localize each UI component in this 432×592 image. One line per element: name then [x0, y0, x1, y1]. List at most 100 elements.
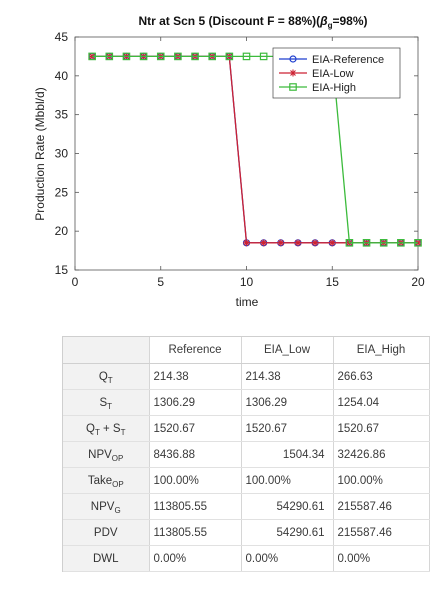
- row-label-sub: G: [114, 505, 121, 515]
- data-point: [105, 52, 114, 61]
- table-cell: 215587.46: [333, 519, 430, 546]
- chart-title-suffix: =98%): [333, 14, 368, 28]
- x-axis-label: time: [236, 295, 259, 309]
- data-point: [259, 52, 268, 61]
- table-cell: 215587.46: [333, 493, 430, 520]
- row-label: Q: [85, 422, 95, 435]
- table-cell: 100.00%: [333, 467, 430, 494]
- data-point: [174, 52, 182, 61]
- row-header: ST: [63, 389, 150, 416]
- data-point: [414, 239, 422, 247]
- x-tick-label: 15: [326, 275, 340, 289]
- row-label: Take: [87, 474, 113, 487]
- row-header: QT: [63, 363, 150, 390]
- row-header: QT + ST: [63, 415, 150, 442]
- row-label: NPV: [90, 500, 115, 513]
- row-label-sub: T: [120, 427, 126, 437]
- legend-label: EIA-Reference: [312, 54, 384, 66]
- y-axis-label: Production Rate (Mbbl/d): [33, 87, 47, 220]
- x-tick-label: 20: [411, 275, 425, 289]
- row-label-extra: + S: [99, 422, 121, 435]
- data-point: [88, 52, 96, 60]
- table-cell: 100.00%: [149, 467, 242, 494]
- table-row: QT + ST 1520.67 1520.67 1520.67: [63, 415, 430, 442]
- table-cell: 266.63: [333, 363, 430, 390]
- table-cell: 54290.61: [241, 493, 334, 520]
- data-point: [122, 52, 131, 61]
- data-point: [156, 52, 165, 61]
- table-cell: 214.38: [149, 363, 242, 390]
- legend-label: EIA-Low: [312, 68, 354, 80]
- results-table: Reference EIA_Low EIA_High QT 214.38 214…: [63, 337, 430, 572]
- table-corner-cell: [63, 337, 150, 364]
- chart-title: Ntr at Scn 5 (Discount F = 88%)(βg=98%): [138, 14, 367, 30]
- row-header: TakeOP: [63, 467, 150, 494]
- table-cell: 8436.88: [149, 441, 242, 468]
- table-row: DWL 0.00% 0.00% 0.00%: [63, 545, 430, 572]
- row-header: NPVG: [63, 493, 150, 520]
- chart-title-sub: g: [328, 21, 333, 30]
- data-point: [379, 239, 388, 247]
- legend-marker: [289, 83, 297, 91]
- table-row: QT 214.38 214.38 266.63: [63, 363, 430, 390]
- axis-ticks: 0 5 10 15 20 15 20 25 30 35 40 45: [55, 30, 425, 289]
- column-header: EIA_Low: [241, 337, 334, 364]
- x-tick-label: 10: [240, 275, 254, 289]
- table-cell: 214.38: [241, 363, 334, 390]
- table-cell: 0.00%: [241, 545, 334, 572]
- y-tick-label: 20: [55, 224, 69, 238]
- table-cell: 1504.34: [241, 441, 334, 468]
- table-cell: 1306.29: [149, 389, 242, 416]
- y-tick-label: 40: [55, 69, 69, 83]
- data-point: [225, 52, 234, 61]
- column-header: EIA_High: [333, 337, 430, 364]
- chart-title-greek: β: [319, 14, 328, 28]
- data-point: [139, 52, 148, 61]
- production-rate-chart: Ntr at Scn 5 (Discount F = 88%)(βg=98%) …: [33, 14, 425, 309]
- table-row: NPVG 113805.55 54290.61 215587.46: [63, 493, 430, 520]
- data-point: [397, 239, 405, 247]
- row-label-sub: T: [107, 375, 113, 385]
- table-cell: 32426.86: [333, 441, 430, 468]
- data-point: [208, 52, 217, 61]
- chart-svg: Ntr at Scn 5 (Discount F = 88%)(βg=98%) …: [33, 14, 425, 309]
- x-tick-label: 0: [72, 275, 79, 289]
- data-point: [242, 52, 251, 61]
- table-cell: 1254.04: [333, 389, 430, 416]
- table-row: PDV 113805.55 54290.61 215587.46: [63, 519, 430, 546]
- data-point: [191, 52, 199, 61]
- row-header: PDV: [63, 519, 150, 546]
- row-label: PDV: [93, 526, 118, 539]
- table-cell: 1306.29: [241, 389, 334, 416]
- table-row: ST 1306.29 1306.29 1254.04: [63, 389, 430, 416]
- data-point: [328, 239, 336, 247]
- data-point: [243, 239, 250, 247]
- results-table-panel: Reference EIA_Low EIA_High QT 214.38 214…: [62, 336, 430, 572]
- table-cell: 100.00%: [241, 467, 334, 494]
- row-label-sub: OP: [112, 479, 124, 489]
- row-label-sub: OP: [111, 453, 124, 463]
- column-header: Reference: [149, 337, 242, 364]
- legend-label: EIA-High: [312, 82, 356, 94]
- row-label: Q: [98, 370, 108, 383]
- table-cell: 1520.67: [149, 415, 242, 442]
- table-row: NPVOP 8436.88 1504.34 32426.86: [63, 441, 430, 468]
- row-label-sub: T: [107, 401, 113, 411]
- data-point: [311, 239, 319, 247]
- table-cell: 54290.61: [241, 519, 334, 546]
- data-point: [294, 239, 302, 247]
- data-point: [277, 239, 285, 247]
- x-tick-label: 5: [157, 275, 164, 289]
- y-tick-label: 35: [55, 108, 69, 122]
- legend-marker: [289, 55, 297, 63]
- row-label: NPV: [88, 448, 112, 461]
- data-point: [362, 239, 371, 247]
- table-row: TakeOP 100.00% 100.00% 100.00%: [63, 467, 430, 494]
- row-header: DWL: [63, 545, 150, 572]
- data-point: [88, 52, 96, 61]
- data-point: [345, 239, 354, 247]
- row-label: DWL: [92, 552, 119, 565]
- y-tick-label: 15: [55, 263, 69, 277]
- y-tick-label: 45: [55, 30, 69, 44]
- table-cell: 1520.67: [241, 415, 334, 442]
